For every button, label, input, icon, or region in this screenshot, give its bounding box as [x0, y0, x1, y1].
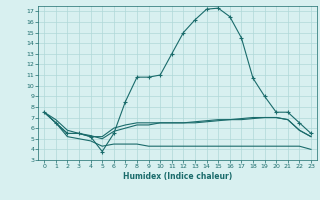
X-axis label: Humidex (Indice chaleur): Humidex (Indice chaleur)	[123, 172, 232, 181]
